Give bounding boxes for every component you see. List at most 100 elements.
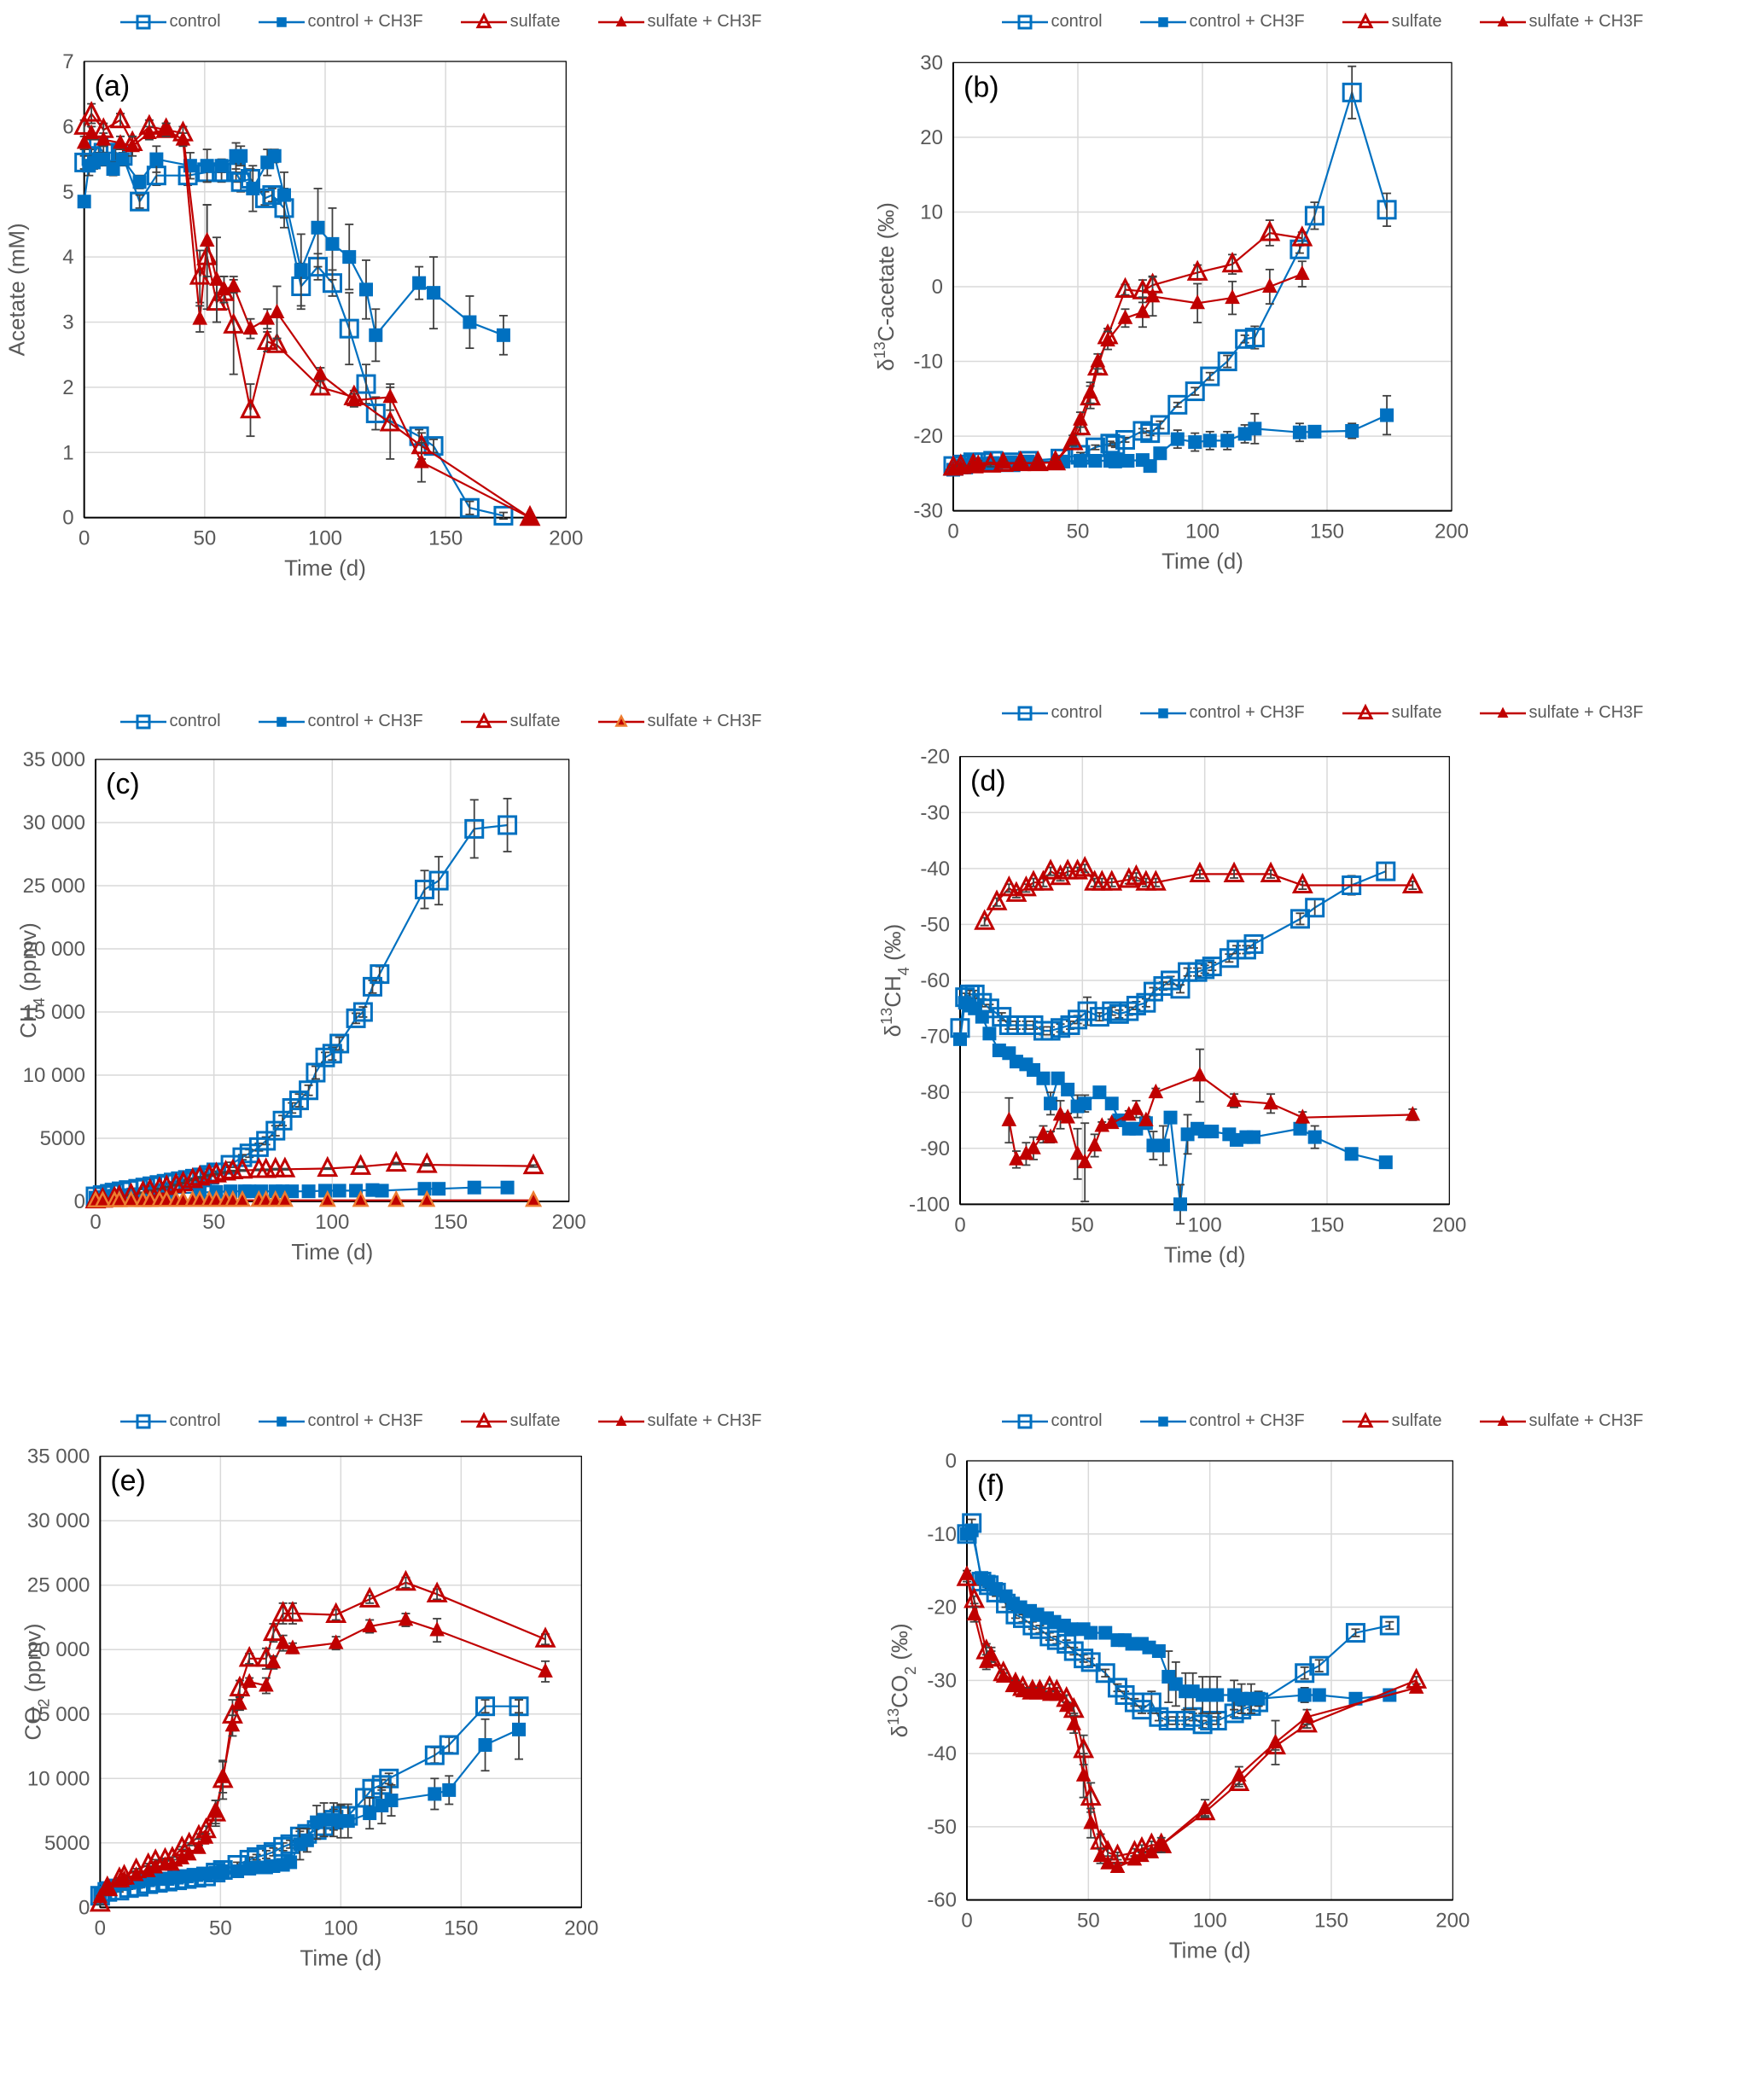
- data-point: [432, 1182, 446, 1196]
- legend-label: control: [169, 1411, 221, 1430]
- data-point: [362, 1617, 377, 1632]
- legend-item: control + CH3F: [1139, 703, 1305, 723]
- x-axis-title: Time (d): [300, 1945, 381, 1970]
- data-point: [1058, 1697, 1074, 1713]
- x-tick-label: 100: [308, 527, 342, 550]
- y-tick-label: 30: [920, 51, 943, 74]
- data-point: [966, 1605, 982, 1621]
- data-point: [475, 1696, 496, 1717]
- data-point: [113, 134, 128, 149]
- data-point: [132, 175, 147, 189]
- series-sulfate-ch3f: [1001, 1048, 1421, 1202]
- data-point: [952, 459, 969, 474]
- legend-marker-icon: [119, 1414, 166, 1428]
- data-point: [429, 1621, 445, 1637]
- data-point: [122, 1190, 140, 1207]
- data-point: [982, 1026, 997, 1041]
- data-point: [370, 964, 390, 985]
- data-point: [1043, 1128, 1058, 1143]
- y-tick-label: 0: [74, 1190, 85, 1213]
- data-point: [387, 1189, 405, 1207]
- legend-marker: [276, 716, 287, 727]
- panel-label: (b): [964, 71, 999, 103]
- data-point: [379, 1768, 399, 1788]
- data-point: [1304, 206, 1324, 226]
- y-tick-label: 25 000: [27, 1574, 90, 1597]
- data-point: [309, 375, 331, 396]
- legend-item: sulfate: [460, 712, 561, 731]
- legend-item: control: [119, 12, 221, 32]
- chart-panel-a: control control + CH3F sulfate sulfate + CH…: [0, 0, 882, 683]
- data-point: [1295, 1108, 1311, 1124]
- y-tick-label: 20 000: [27, 1638, 90, 1661]
- data-point: [96, 131, 112, 146]
- data-point: [1061, 1082, 1075, 1096]
- data-point: [232, 1147, 253, 1167]
- legend-marker: [475, 1411, 492, 1428]
- y-tick-label: 10: [920, 201, 943, 224]
- data-point: [1226, 1091, 1242, 1107]
- data-point: [282, 1601, 304, 1622]
- y-tick-label: 0: [79, 1896, 90, 1919]
- data-point: [998, 875, 1020, 897]
- data-point: [1098, 1625, 1113, 1640]
- data-point: [1143, 459, 1157, 474]
- data-point: [311, 220, 325, 235]
- data-point: [1235, 329, 1255, 349]
- legend-marker: [136, 1414, 150, 1428]
- y-tick-label: 3: [62, 311, 73, 334]
- data-point: [1148, 1083, 1164, 1099]
- data-point: [256, 329, 278, 350]
- data-point: [1156, 1138, 1170, 1153]
- y-tick-label: 35 000: [23, 748, 85, 771]
- data-point: [974, 909, 996, 930]
- chart-svg: 0 50 100 150 200 0 1 2 3 4 5 6 7 Time (d) Acetate (mM)…: [4, 50, 584, 581]
- legend-marker: [276, 16, 287, 27]
- data-point: [358, 282, 373, 297]
- x-tick-label: 150: [1310, 520, 1344, 544]
- y-tick-label: 30 000: [23, 811, 85, 835]
- data-point: [1197, 1800, 1213, 1815]
- data-point: [496, 328, 510, 342]
- data-point: [301, 1184, 316, 1199]
- legend-marker-icon: [1139, 16, 1186, 27]
- series-sulfate-ch3f: [959, 1565, 1424, 1874]
- data-point: [1027, 450, 1049, 472]
- legend-item: sulfate: [460, 1411, 561, 1431]
- y-axis-title: δ13CO2 (‰): [885, 1623, 919, 1737]
- data-point: [240, 397, 261, 419]
- data-point: [1005, 881, 1028, 902]
- data-point: [1100, 1854, 1115, 1870]
- data-point: [350, 1154, 372, 1175]
- x-tick-label: 50: [1077, 1910, 1100, 1933]
- y-tick-label: 5: [62, 181, 73, 204]
- y-tick-label: -20: [913, 425, 943, 448]
- y-tick-label: -60: [920, 969, 950, 992]
- legend-label: control + CH3F: [1189, 12, 1305, 31]
- data-point: [478, 1738, 492, 1753]
- data-point: [1115, 276, 1136, 299]
- series-control-ch3f: [93, 1699, 527, 1902]
- data-point: [1069, 414, 1092, 436]
- data-point: [1299, 1707, 1315, 1724]
- panel-label: (a): [95, 70, 131, 102]
- legend-marker: [1157, 707, 1168, 718]
- data-point: [1263, 1094, 1278, 1110]
- y-axis-title: CO2 (ppmv): [20, 1623, 52, 1740]
- x-axis-title: Time (d): [1164, 1242, 1246, 1267]
- data-point: [198, 1829, 214, 1844]
- data-point: [246, 181, 260, 195]
- data-point: [325, 236, 340, 251]
- data-point: [1092, 1085, 1107, 1100]
- legend-marker-icon: [597, 15, 644, 26]
- data-point: [285, 1639, 300, 1655]
- data-point: [342, 250, 357, 265]
- legend-item: sulfate: [460, 12, 561, 32]
- legend-marker: [615, 1414, 626, 1426]
- x-tick-label: 100: [323, 1916, 358, 1940]
- data-point: [493, 505, 514, 526]
- series-sulfate: [974, 856, 1423, 930]
- data-point: [416, 1152, 438, 1173]
- y-tick-label: -10: [913, 351, 943, 374]
- legend: control control + CH3F sulfate sulfate + CH…: [0, 1411, 882, 1431]
